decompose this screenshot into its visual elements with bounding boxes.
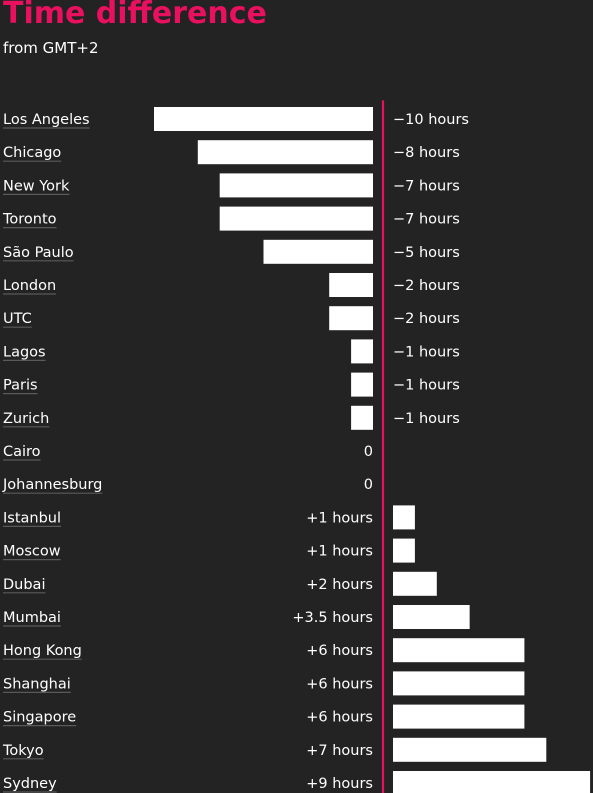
category-label[interactable]: Paris xyxy=(3,378,38,394)
category-label[interactable]: Zurich xyxy=(3,411,49,427)
category-label[interactable]: Moscow xyxy=(3,544,61,560)
category-label[interactable]: London xyxy=(3,278,56,294)
value-label: 0 xyxy=(364,477,373,493)
value-label: +6 hours xyxy=(306,676,373,692)
bar xyxy=(393,538,415,563)
bar xyxy=(393,671,525,696)
category-label[interactable]: Sydney xyxy=(3,776,57,792)
bar xyxy=(393,505,415,530)
chart-subtitle: from GMT+2 xyxy=(3,39,99,57)
value-label: +7 hours xyxy=(306,743,373,759)
chart-title: Time difference xyxy=(3,0,267,31)
value-label: −5 hours xyxy=(393,245,460,261)
category-label[interactable]: New York xyxy=(3,178,70,194)
category-label[interactable]: UTC xyxy=(3,311,32,327)
value-label: −7 hours xyxy=(393,178,460,194)
category-label[interactable]: Los Angeles xyxy=(3,112,90,128)
bar xyxy=(393,737,547,762)
category-label[interactable]: Singapore xyxy=(3,710,76,726)
bar xyxy=(351,405,373,430)
value-label: −1 hours xyxy=(393,344,460,360)
category-label[interactable]: Johannesburg xyxy=(2,477,102,493)
bar xyxy=(154,107,373,131)
bar xyxy=(393,605,470,629)
bar xyxy=(329,273,373,297)
value-label: −2 hours xyxy=(393,311,460,327)
bar xyxy=(351,339,373,364)
value-label: −1 hours xyxy=(393,411,460,427)
bar xyxy=(393,571,437,596)
value-label: +6 hours xyxy=(306,710,373,726)
value-label: −2 hours xyxy=(393,278,460,294)
category-label[interactable]: Hong Kong xyxy=(3,643,82,659)
value-label: −10 hours xyxy=(393,112,469,128)
category-label[interactable]: Tokyo xyxy=(2,743,44,759)
bar xyxy=(197,140,373,165)
value-label: −1 hours xyxy=(393,378,460,394)
value-label: −7 hours xyxy=(393,212,460,228)
category-label[interactable]: Dubai xyxy=(3,577,45,593)
value-label: +3.5 hours xyxy=(292,610,373,626)
category-label[interactable]: Istanbul xyxy=(3,510,61,526)
bar xyxy=(393,771,591,793)
category-label[interactable]: Mumbai xyxy=(3,610,61,626)
bar xyxy=(393,638,525,663)
category-label[interactable]: Lagos xyxy=(3,344,46,360)
category-label[interactable]: Shanghai xyxy=(3,676,71,692)
value-label: −8 hours xyxy=(393,145,460,161)
value-label: +2 hours xyxy=(306,577,373,593)
bar xyxy=(219,206,373,231)
value-label: +9 hours xyxy=(306,776,373,792)
value-label: 0 xyxy=(364,444,373,460)
bar xyxy=(263,239,373,264)
category-label[interactable]: Toronto xyxy=(2,212,57,228)
category-label[interactable]: Chicago xyxy=(3,145,61,161)
category-label[interactable]: Cairo xyxy=(3,444,41,460)
value-label: +1 hours xyxy=(306,510,373,526)
bar xyxy=(351,372,373,397)
bar xyxy=(219,173,373,198)
category-label[interactable]: São Paulo xyxy=(3,245,74,261)
value-label: +1 hours xyxy=(306,544,373,560)
bar xyxy=(393,704,525,729)
value-label: +6 hours xyxy=(306,643,373,659)
bar xyxy=(329,306,373,331)
